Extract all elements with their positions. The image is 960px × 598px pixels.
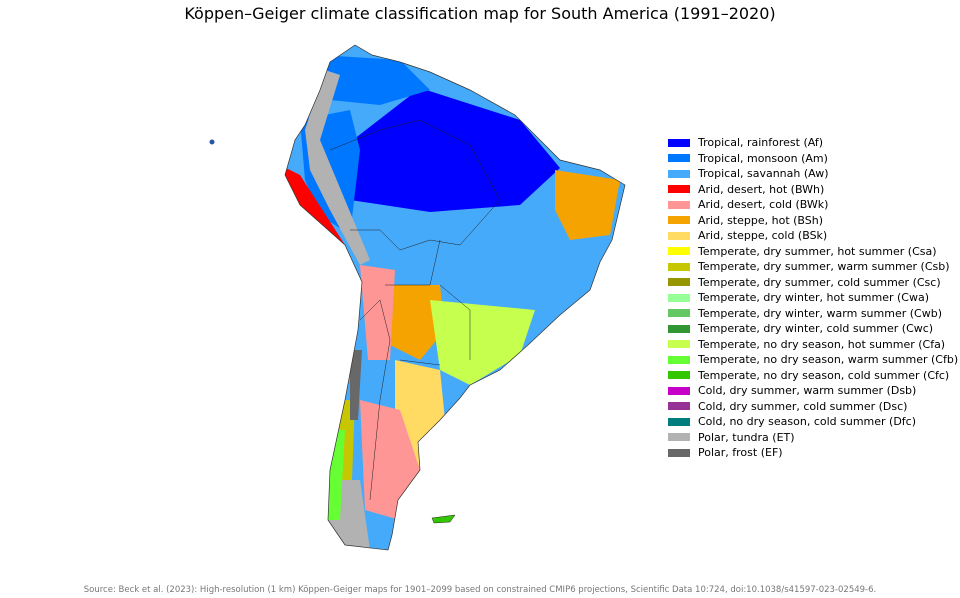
- legend-swatch: [668, 324, 690, 333]
- legend-swatch: [668, 278, 690, 287]
- legend-item: Arid, desert, hot (BWh): [668, 182, 958, 198]
- legend-label: Temperate, dry winter, cold summer (Cwc): [698, 322, 934, 336]
- legend-item: Cold, dry summer, warm summer (Dsb): [668, 383, 958, 399]
- legend-label: Arid, steppe, cold (BSk): [698, 229, 828, 243]
- legend-swatch: [668, 386, 690, 395]
- legend-swatch: [668, 169, 690, 178]
- legend-swatch: [668, 417, 690, 426]
- legend-item: Tropical, savannah (Aw): [668, 166, 958, 182]
- zone-cfa: [430, 300, 535, 385]
- legend: Tropical, rainforest (Af) Tropical, monso…: [668, 135, 958, 461]
- legend-item: Arid, steppe, cold (BSk): [668, 228, 958, 244]
- zone-et-andes: [305, 70, 370, 265]
- country-borders: [329, 119, 501, 501]
- zone-ef: [350, 350, 362, 420]
- legend-item: Cold, no dry season, cold summer (Dfc): [668, 414, 958, 430]
- legend-swatch: [668, 402, 690, 411]
- legend-item: Temperate, no dry season, warm summer (C…: [668, 352, 958, 368]
- legend-item: Temperate, no dry season, cold summer (C…: [668, 368, 958, 384]
- legend-swatch: [668, 138, 690, 147]
- legend-label: Temperate, dry winter, warm summer (Cwb): [698, 306, 942, 320]
- legend-swatch: [668, 200, 690, 209]
- legend-item: Polar, frost (EF): [668, 445, 958, 461]
- legend-swatch: [668, 340, 690, 349]
- legend-item: Temperate, dry winter, hot summer (Cwa): [668, 290, 958, 306]
- legend-item: Temperate, dry summer, hot summer (Csa): [668, 244, 958, 260]
- legend-label: Polar, frost (EF): [698, 446, 783, 460]
- legend-item: Temperate, no dry season, hot summer (Cf…: [668, 337, 958, 353]
- legend-item: Temperate, dry summer, warm summer (Csb): [668, 259, 958, 275]
- legend-item: Temperate, dry winter, cold summer (Cwc): [668, 321, 958, 337]
- legend-label: Temperate, dry summer, hot summer (Csa): [698, 244, 937, 258]
- legend-swatch: [668, 216, 690, 225]
- legend-label: Arid, steppe, hot (BSh): [698, 213, 824, 227]
- zone-af: [340, 88, 560, 212]
- legend-label: Tropical, monsoon (Am): [698, 151, 828, 165]
- legend-item: Cold, dry summer, cold summer (Dsc): [668, 399, 958, 415]
- zone-bsh-chaco: [385, 285, 445, 360]
- legend-item: Temperate, dry summer, cold summer (Csc): [668, 275, 958, 291]
- legend-item: Temperate, dry winter, warm summer (Cwb): [668, 306, 958, 322]
- legend-swatch: [668, 247, 690, 256]
- legend-label: Cold, no dry season, cold summer (Dfc): [698, 415, 917, 429]
- legend-label: Temperate, dry winter, hot summer (Cwa): [698, 291, 929, 305]
- legend-label: Temperate, dry summer, warm summer (Csb): [698, 260, 950, 274]
- legend-swatch: [668, 371, 690, 380]
- continent-outline: [284, 44, 626, 551]
- legend-label: Tropical, savannah (Aw): [698, 167, 829, 181]
- legend-swatch: [668, 262, 690, 271]
- legend-label: Polar, tundra (ET): [698, 430, 795, 444]
- legend-label: Cold, dry summer, cold summer (Dsc): [698, 399, 908, 413]
- legend-label: Arid, desert, cold (BWk): [698, 198, 829, 212]
- legend-swatch: [668, 433, 690, 442]
- source-caption: Source: Beck et al. (2023): High-resolut…: [83, 585, 877, 595]
- zone-bwk-north: [360, 265, 395, 360]
- legend-swatch: [668, 309, 690, 318]
- legend-swatch: [668, 154, 690, 163]
- falkland-islands: [431, 514, 456, 524]
- map-title: Köppen–Geiger climate classification map…: [184, 4, 776, 23]
- legend-swatch: [668, 448, 690, 457]
- zone-bsh-ne: [555, 170, 620, 240]
- legend-label: Cold, dry summer, warm summer (Dsb): [698, 384, 917, 398]
- legend-swatch: [668, 185, 690, 194]
- legend-item: Arid, steppe, hot (BSh): [668, 213, 958, 229]
- legend-swatch: [668, 231, 690, 240]
- legend-label: Temperate, no dry season, hot summer (Cf…: [698, 337, 946, 351]
- legend-label: Tropical, rainforest (Af): [698, 136, 824, 150]
- legend-item: Tropical, monsoon (Am): [668, 151, 958, 167]
- legend-label: Temperate, no dry season, cold summer (C…: [698, 368, 950, 382]
- legend-item: Arid, desert, cold (BWk): [668, 197, 958, 213]
- galapagos-islands: [209, 139, 215, 145]
- legend-label: Temperate, dry summer, cold summer (Csc): [698, 275, 941, 289]
- legend-label: Arid, desert, hot (BWh): [698, 182, 825, 196]
- zone-am-north: [320, 55, 430, 105]
- legend-swatch: [668, 293, 690, 302]
- legend-swatch: [668, 355, 690, 364]
- legend-item: Polar, tundra (ET): [668, 430, 958, 446]
- legend-label: Temperate, no dry season, warm summer (C…: [698, 353, 959, 367]
- legend-item: Tropical, rainforest (Af): [668, 135, 958, 151]
